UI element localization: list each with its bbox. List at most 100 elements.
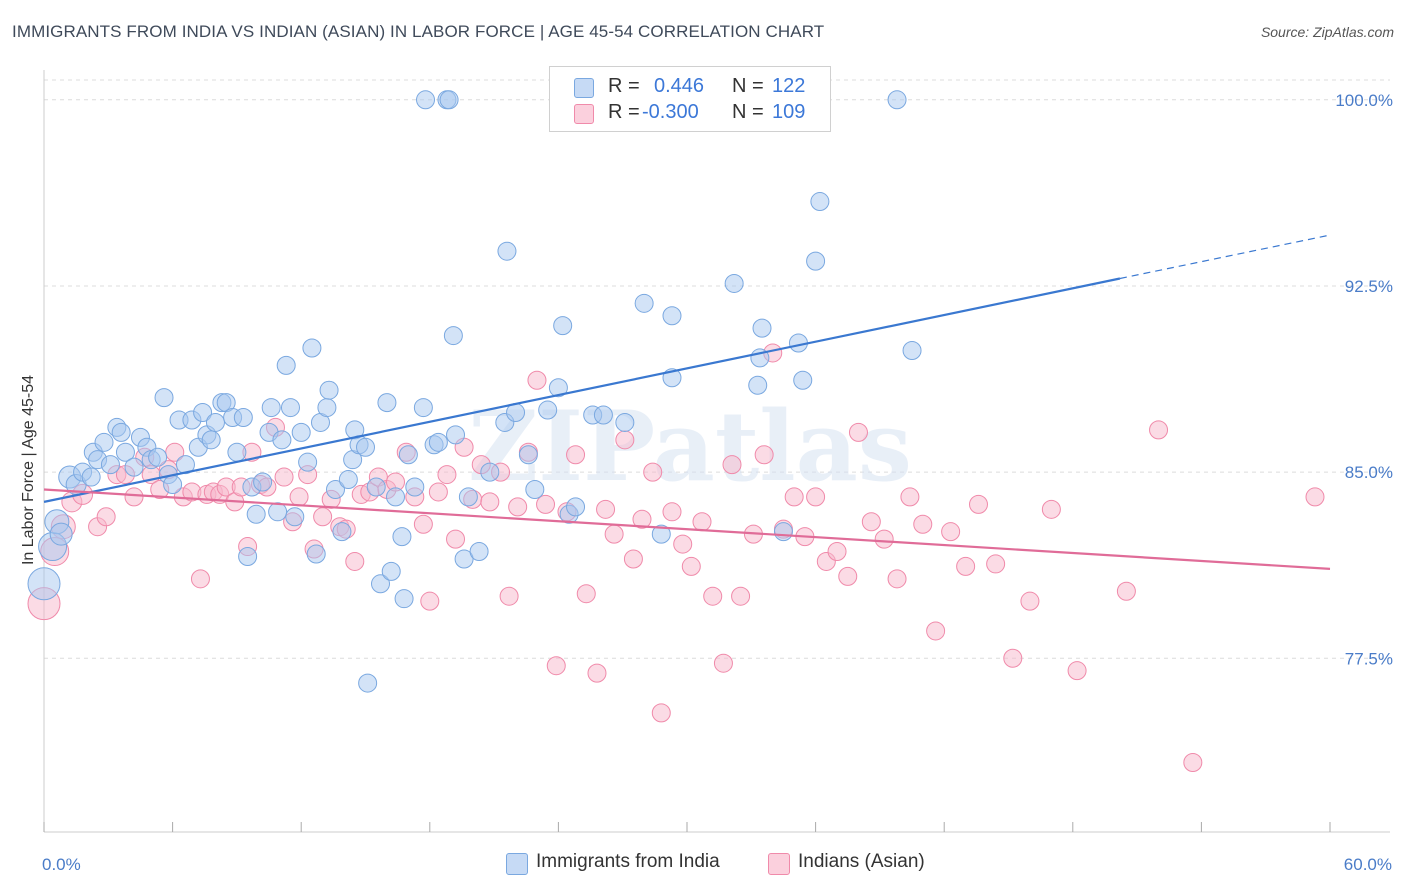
legend-swatch-india <box>574 78 594 98</box>
trend-line-immigrants-india-extension <box>1119 234 1331 280</box>
point-immigrants-india <box>446 425 466 445</box>
point-indians-asian <box>428 482 448 502</box>
legend-row-india: R = 0.446 N = 122 <box>550 75 830 101</box>
point-immigrants-india <box>124 457 144 477</box>
source-label: Source: ZipAtlas.com <box>1260 24 1394 40</box>
point-indians-asian <box>96 507 116 527</box>
y-axis-title: In Labor Force | Age 45-54 <box>20 375 37 565</box>
y-tick-label: 92.5% <box>1345 277 1393 296</box>
point-immigrants-india <box>338 470 358 490</box>
legend-r-label: R = <box>608 75 640 97</box>
point-indians-asian <box>1183 753 1203 773</box>
point-immigrants-india <box>111 422 131 442</box>
y-tick-label: 77.5% <box>1345 649 1393 668</box>
point-immigrants-india <box>81 467 101 487</box>
legend-row-indians: R = -0.300 N = 109 <box>550 101 830 127</box>
point-indians-asian <box>604 524 624 544</box>
point-indians-asian <box>827 542 847 562</box>
point-indians-asian <box>926 621 946 641</box>
point-immigrants-india <box>317 398 337 418</box>
point-indians-asian <box>499 586 519 606</box>
point-indians-asian <box>190 569 210 589</box>
point-immigrants-india <box>398 445 418 465</box>
point-immigrants-india <box>193 403 213 423</box>
point-indians-asian <box>546 656 566 676</box>
x-tick-labels: 0.0% 60.0% <box>42 855 1392 874</box>
y-tick-label: 100.0% <box>1335 91 1393 110</box>
point-immigrants-india <box>386 487 406 507</box>
point-immigrants-india <box>358 673 378 693</box>
point-indians-asian <box>643 462 663 482</box>
point-indians-asian <box>913 514 933 534</box>
point-indians-asian <box>754 445 774 465</box>
point-immigrants-india <box>381 561 401 581</box>
point-immigrants-india <box>115 442 135 462</box>
point-immigrants-india <box>773 522 793 542</box>
point-immigrants-india <box>428 432 448 452</box>
point-indians-asian <box>956 556 976 576</box>
point-indians-asian <box>615 430 635 450</box>
point-indians-asian <box>1305 487 1325 507</box>
point-indians-asian <box>681 556 701 576</box>
legend-r-label: R = <box>608 101 640 123</box>
bottom-legend-swatch-indians <box>768 853 790 875</box>
point-immigrants-india <box>469 542 489 562</box>
point-immigrants-india <box>371 574 391 594</box>
point-indians-asian <box>1149 420 1169 440</box>
point-indians-asian <box>1067 661 1087 681</box>
point-indians-asian <box>986 554 1006 574</box>
point-indians-asian <box>437 465 457 485</box>
point-indians-asian <box>313 507 333 527</box>
legend-n-value: 122 <box>772 75 806 97</box>
point-indians-asian <box>731 586 751 606</box>
point-immigrants-india <box>443 326 463 346</box>
point-indians-asian <box>596 499 616 519</box>
point-indians-asian <box>968 494 988 514</box>
point-immigrants-india <box>205 412 225 432</box>
point-immigrants-india <box>416 90 436 110</box>
y-tick-label: 85.0% <box>1345 463 1393 482</box>
legend-r-value: 0.446 <box>654 75 705 97</box>
bottom-legend-label-indians: Indians (Asian) <box>798 851 925 872</box>
point-immigrants-india <box>548 378 568 398</box>
point-immigrants-india <box>319 380 339 400</box>
point-immigrants-india <box>175 455 195 475</box>
point-immigrants-india <box>94 432 114 452</box>
point-immigrants-india <box>439 90 459 110</box>
point-immigrants-india <box>615 412 635 432</box>
point-immigrants-india <box>887 90 907 110</box>
legend-n-label: N = <box>732 75 764 97</box>
point-immigrants-india <box>227 442 247 462</box>
point-immigrants-india <box>272 430 292 450</box>
point-immigrants-india <box>366 477 386 497</box>
point-indians-asian <box>874 529 894 549</box>
point-immigrants-india <box>538 400 558 420</box>
point-immigrants-india <box>392 527 412 547</box>
point-immigrants-india <box>662 306 682 326</box>
point-immigrants-india <box>806 251 826 271</box>
point-immigrants-india <box>497 241 517 261</box>
point-indians-asian <box>508 497 528 517</box>
point-immigrants-india <box>201 430 221 450</box>
point-indians-asian <box>651 703 671 723</box>
point-immigrants-india <box>27 567 61 601</box>
point-immigrants-india <box>356 437 375 457</box>
point-indians-asian <box>703 586 723 606</box>
point-indians-asian <box>941 522 961 542</box>
point-indians-asian <box>345 551 365 571</box>
correlation-legend: R = 0.446 N = 122 R = -0.300 N = 109 <box>549 66 831 132</box>
point-immigrants-india <box>458 487 478 507</box>
point-immigrants-india <box>480 462 500 482</box>
point-indians-asian <box>413 514 433 534</box>
legend-r-value: -0.300 <box>642 101 699 123</box>
point-immigrants-india <box>752 318 772 338</box>
legend-n-value: 109 <box>772 101 806 123</box>
point-indians-asian <box>623 549 643 569</box>
gridlines <box>44 79 1390 659</box>
point-indians-asian <box>713 653 733 673</box>
point-immigrants-india <box>325 479 345 499</box>
point-immigrants-india <box>276 355 296 375</box>
point-immigrants-india <box>332 522 352 542</box>
point-immigrants-india <box>651 524 671 544</box>
point-indians-asian <box>1041 499 1061 519</box>
